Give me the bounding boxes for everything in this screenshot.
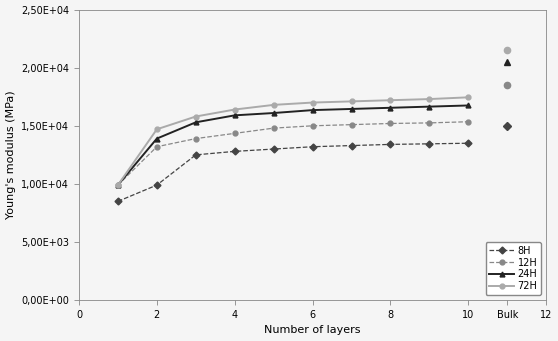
24H	[232, 113, 238, 117]
Line: 12H: 12H	[116, 119, 471, 188]
8H	[426, 142, 433, 146]
12H	[232, 131, 238, 135]
72H	[387, 98, 394, 102]
X-axis label: Number of layers: Number of layers	[264, 325, 361, 336]
72H	[232, 107, 238, 112]
72H	[309, 101, 316, 105]
24H	[193, 120, 199, 124]
12H	[114, 183, 121, 187]
24H	[114, 183, 121, 187]
72H	[193, 115, 199, 119]
72H	[426, 97, 433, 101]
12H	[309, 124, 316, 128]
12H	[465, 120, 472, 124]
8H	[387, 142, 394, 146]
24H	[270, 111, 277, 115]
8H	[465, 141, 472, 145]
8H	[114, 199, 121, 203]
12H	[426, 121, 433, 125]
12H	[387, 121, 394, 125]
8H	[348, 144, 355, 148]
24H	[153, 136, 160, 140]
72H	[465, 95, 472, 99]
24H	[348, 107, 355, 111]
12H	[348, 123, 355, 127]
8H	[153, 183, 160, 187]
Y-axis label: Young's modulus (MPa): Young's modulus (MPa)	[6, 91, 16, 219]
24H	[309, 108, 316, 112]
72H	[153, 127, 160, 131]
24H	[465, 103, 472, 107]
8H	[232, 149, 238, 153]
8H	[309, 145, 316, 149]
12H	[270, 126, 277, 130]
24H	[387, 106, 394, 110]
72H	[270, 103, 277, 107]
12H	[153, 145, 160, 149]
72H	[348, 99, 355, 103]
Line: 8H: 8H	[116, 141, 471, 204]
24H	[426, 105, 433, 109]
Legend: 8H, 12H, 24H, 72H: 8H, 12H, 24H, 72H	[485, 242, 541, 295]
Line: 24H: 24H	[116, 103, 471, 188]
8H	[270, 147, 277, 151]
12H	[193, 136, 199, 140]
Line: 72H: 72H	[116, 95, 471, 188]
8H	[193, 153, 199, 157]
72H	[114, 183, 121, 187]
